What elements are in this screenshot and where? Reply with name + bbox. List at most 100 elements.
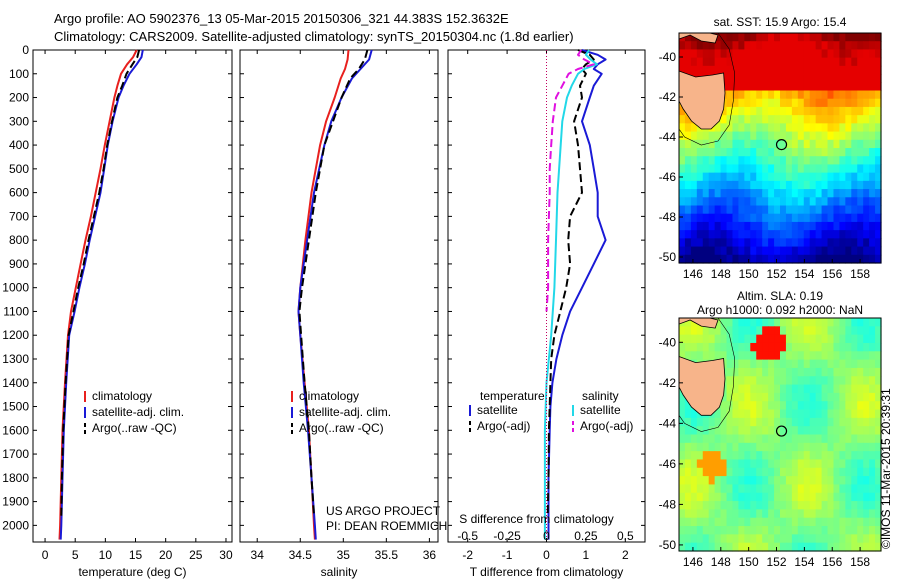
x-tick-label: 15 bbox=[129, 548, 143, 562]
y-tick-label: 1400 bbox=[2, 376, 29, 390]
secondary-x-tick-label: 0 bbox=[543, 529, 550, 543]
project-label: US ARGO PROJECT bbox=[326, 504, 441, 518]
y-tick-label: 1800 bbox=[2, 471, 29, 485]
sst-map-panel: 146 148 150 152 154 156 158 -40 -42 -44 -46 -48 -50 s… bbox=[659, 15, 882, 281]
map-y-tick-label: -42 bbox=[659, 90, 677, 104]
x-tick-label: 25 bbox=[189, 548, 203, 562]
map-y-tick-label: -48 bbox=[659, 210, 677, 224]
map-x-tick-label: 150 bbox=[739, 555, 759, 569]
legend-entry: satellite bbox=[477, 403, 518, 417]
map-x-tick-label: 152 bbox=[767, 555, 787, 569]
map-x-tick-label: 146 bbox=[683, 267, 703, 281]
y-tick-label: 1100 bbox=[3, 304, 29, 318]
tasmania-land bbox=[678, 70, 726, 130]
series-line-argo-raw-qc- bbox=[298, 49, 369, 516]
y-tick-label: 600 bbox=[9, 186, 29, 200]
figure-title-line2: Climatology: CARS2009. Satellite-adjuste… bbox=[54, 29, 574, 44]
sla-map-panel: 146 148 150 152 154 156 158 -40 -42 -44 -46 -48 -50 A… bbox=[659, 289, 882, 569]
argo-location-marker bbox=[775, 139, 788, 151]
x-tick-label: 34.5 bbox=[289, 548, 313, 562]
legend-entry: satellite-adj. clim. bbox=[299, 405, 391, 419]
y-tick-label: 1000 bbox=[2, 281, 29, 295]
x-tick-label: 35 bbox=[337, 548, 351, 562]
x-tick-label: 36 bbox=[423, 548, 437, 562]
map-x-tick-label: 148 bbox=[711, 267, 731, 281]
series-line-argo-adj- bbox=[545, 49, 595, 312]
series-line-satellite bbox=[547, 49, 607, 540]
map-x-tick-label: 154 bbox=[794, 267, 814, 281]
x-tick-label: 1 bbox=[583, 548, 590, 562]
map-y-tick-label: -50 bbox=[659, 250, 677, 264]
map-y-tick-label: -44 bbox=[659, 416, 677, 430]
series-line-satellite bbox=[543, 49, 598, 540]
tasmania-land bbox=[678, 355, 726, 416]
figure-title-line1: Argo profile: AO 5902376_13 05-Mar-2015 … bbox=[54, 11, 509, 26]
y-tick-label: 200 bbox=[9, 91, 29, 105]
legend-entry: satellite-adj. clim. bbox=[92, 405, 184, 419]
map-frame bbox=[678, 32, 882, 264]
x-tick-label: 2 bbox=[622, 548, 629, 562]
legend-entry: Argo(..raw -QC) bbox=[299, 421, 384, 435]
x-tick-label: -2 bbox=[462, 548, 473, 562]
map-y-tick-label: -42 bbox=[659, 376, 677, 390]
map-x-tick-label: 146 bbox=[683, 555, 703, 569]
x-tick-label: 20 bbox=[159, 548, 173, 562]
sla-map-title: Altim. SLA: 0.19 bbox=[737, 289, 823, 303]
x-axis-label: T difference from climatology bbox=[470, 565, 624, 579]
legend-entry: Argo(-adj) bbox=[477, 419, 530, 433]
argo-location-marker bbox=[775, 425, 788, 437]
map-x-tick-label: 152 bbox=[767, 267, 787, 281]
map-field bbox=[679, 33, 882, 264]
legend-title-temperature: temperature bbox=[480, 389, 545, 403]
y-tick-label: 700 bbox=[9, 209, 29, 223]
x-tick-label: 30 bbox=[219, 548, 233, 562]
map-y-tick-label: -50 bbox=[659, 538, 677, 552]
pi-label: PI: DEAN ROEMMICH bbox=[326, 519, 447, 533]
series-line-argo-raw-qc- bbox=[60, 49, 141, 516]
y-tick-label: 400 bbox=[9, 138, 29, 152]
x-axis-label: temperature (deg C) bbox=[78, 565, 186, 579]
secondary-x-tick-label: 0.5 bbox=[617, 529, 634, 543]
legend-entry: Argo(-adj) bbox=[580, 419, 633, 433]
x-tick-label: 10 bbox=[99, 548, 113, 562]
y-tick-label: 1500 bbox=[2, 400, 29, 414]
y-tick-label: 1700 bbox=[2, 447, 29, 461]
secondary-x-axis-label: S difference from climatology bbox=[459, 512, 614, 526]
secondary-x-tick-label: -0.5 bbox=[457, 529, 478, 543]
map-y-tick-label: -40 bbox=[659, 335, 677, 349]
isobath-contour bbox=[678, 32, 736, 146]
map-x-tick-label: 158 bbox=[850, 267, 870, 281]
y-tick-label: 900 bbox=[9, 257, 29, 271]
map-x-tick-label: 156 bbox=[822, 555, 842, 569]
legend-title-salinity: salinity bbox=[582, 389, 619, 403]
legend-entry: Argo(..raw -QC) bbox=[92, 421, 177, 435]
secondary-x-tick-label: 0.25 bbox=[574, 529, 598, 543]
map-y-tick-label: -44 bbox=[659, 130, 677, 144]
y-tick-label: 1200 bbox=[2, 328, 29, 342]
legend-entry: satellite bbox=[580, 403, 621, 417]
sst-map-title: sat. SST: 15.9 Argo: 15.4 bbox=[714, 15, 847, 29]
y-tick-label: 2000 bbox=[2, 518, 29, 532]
y-tick-label: 500 bbox=[9, 162, 29, 176]
y-tick-label: 1300 bbox=[2, 352, 29, 366]
y-tick-label: 0 bbox=[22, 43, 29, 57]
map-x-tick-label: 156 bbox=[822, 267, 842, 281]
y-tick-label: 100 bbox=[9, 67, 29, 81]
x-axis-label: salinity bbox=[321, 565, 358, 579]
map-frame bbox=[678, 317, 882, 552]
plot-frame bbox=[32, 49, 233, 543]
sla-map-subtitle: Argo h1000: 0.092 h2000: NaN bbox=[697, 303, 863, 317]
y-tick-label: 800 bbox=[9, 233, 29, 247]
plot-frame bbox=[239, 49, 439, 543]
y-tick-label: 1900 bbox=[2, 495, 29, 509]
map-x-tick-label: 148 bbox=[711, 555, 731, 569]
map-y-tick-label: -46 bbox=[659, 457, 677, 471]
x-tick-label: 35.5 bbox=[375, 548, 399, 562]
salinity-panel: 34 34.5 35 35.5 36 salinity climatology satelli… bbox=[239, 49, 439, 579]
y-tick-label: 300 bbox=[9, 114, 29, 128]
x-tick-label: 0 bbox=[543, 548, 550, 562]
series-line-argo-adj- bbox=[546, 49, 595, 516]
temperature-panel: 0 5 10 15 20 25 30 temperature (deg C) 0 100 200 30… bbox=[2, 43, 233, 579]
map-y-tick-label: -48 bbox=[659, 497, 677, 511]
